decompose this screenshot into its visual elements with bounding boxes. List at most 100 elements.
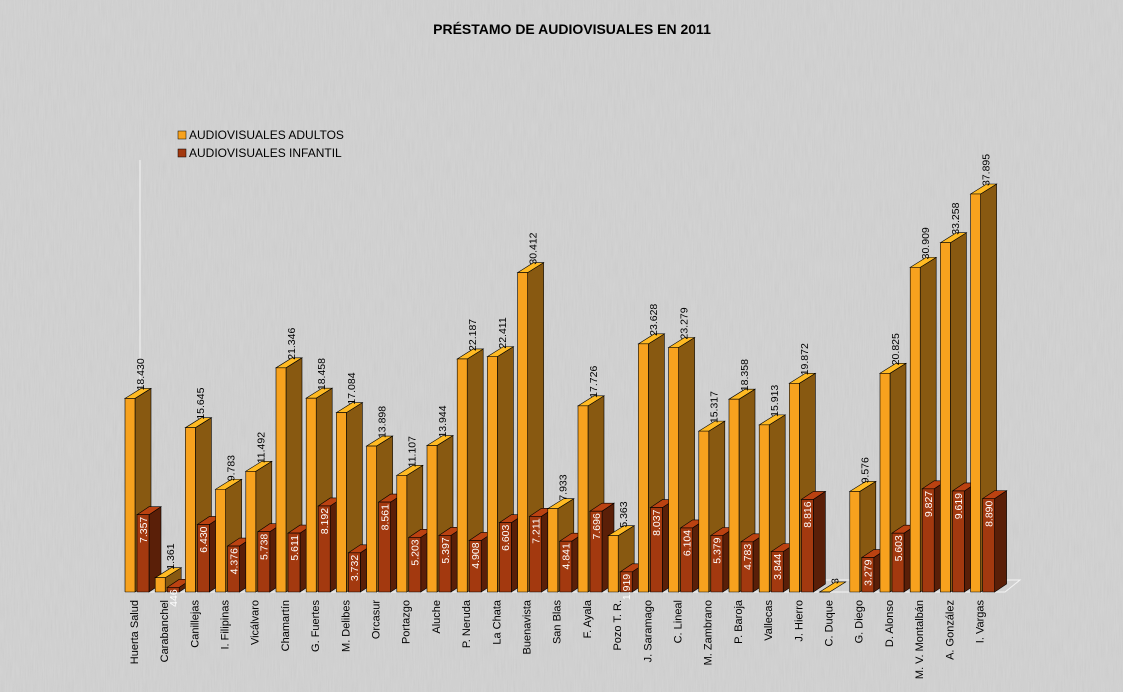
bar-front [728,398,740,593]
bar-front [940,242,951,593]
bar-front [559,540,573,593]
bar [516,262,545,593]
bar-front [849,491,861,593]
data-label: 15.317 [709,391,721,423]
x-tick-label: A. González [944,600,956,660]
bar [981,490,1008,593]
data-label: 6.603 [500,524,512,550]
x-tick-label: M. V. Montalbán [914,600,926,679]
bar [136,506,162,593]
data-label: 30.909 [920,227,932,259]
bar [335,402,364,593]
bar [456,348,485,593]
bar-front [529,515,542,593]
data-label: 15.913 [769,385,781,417]
data-label: 4.841 [561,543,573,569]
data-label: 7.696 [591,513,603,539]
data-label: 18.430 [135,358,147,390]
data-label: 3.732 [349,555,361,581]
bar-front [970,193,981,593]
data-label: 23.279 [678,307,690,339]
data-label: 5.611 [289,535,301,561]
bar-front [952,490,965,593]
data-label: 23.628 [648,304,660,336]
data-label: 4.908 [470,542,482,568]
data-label: 5.738 [259,534,271,560]
data-label: 11.107 [407,436,419,467]
data-label: 5.363 [618,501,630,527]
x-tick-label: I. Filipinas [220,600,232,650]
data-label: 8.561 [379,504,391,530]
legend-swatch [177,148,187,158]
bar-front [589,510,603,593]
data-label: 4.376 [228,548,240,574]
bar-front [166,587,180,593]
x-tick-label: San Blas [552,600,564,645]
data-label: 5.397 [440,537,452,563]
x-tick-label: D. Alonso [884,600,896,647]
x-tick-label: Vicálvaro [250,600,262,645]
data-label: 1.919 [621,574,633,600]
bar-front [227,545,240,593]
legend-label: AUDIOVISUALES ADULTOS [189,128,344,142]
bar-front [638,343,649,593]
data-label: 446 [168,589,180,607]
data-label: 8.816 [802,501,814,527]
bar-front [348,552,361,593]
bar-side [994,490,1007,593]
bar-front [607,535,619,593]
data-label: 7.357 [138,517,150,543]
x-tick-label: C. Duque [824,600,836,646]
bar-front [982,498,995,593]
x-tick-label: F. Ayala [582,599,594,638]
data-label: 11.492 [256,432,268,463]
bar-front [197,524,210,593]
x-tick-label: Orcasur [371,600,383,639]
x-tick-label: C. Lineal [673,600,685,643]
x-tick-label: J. Hierro [793,600,805,642]
bar-front [287,532,301,593]
x-tick-label: I. Vargas [975,600,987,644]
data-label: 30.412 [527,232,539,264]
data-label: 20.825 [890,333,902,365]
x-tick-label: M. Zambrano [703,600,715,665]
bar-front [426,445,438,593]
data-label: 8.037 [651,509,663,535]
data-label: 4.783 [742,544,754,570]
bar-front [789,382,800,593]
bar-front [396,475,408,593]
data-label: 9.827 [923,491,935,517]
data-label: 9.619 [953,493,965,519]
bar-front [710,535,724,593]
bar-front [698,430,710,593]
bar-front [185,427,196,593]
bar-front [275,367,287,593]
data-label: 7.211 [530,518,542,544]
data-label: 5.379 [712,537,724,563]
bar-front [336,412,347,593]
bar-front [758,424,770,593]
bar-front [257,531,271,593]
data-label: 5.603 [893,535,905,561]
x-tick-label: Canillejas [189,600,201,648]
bar-front [468,540,482,593]
data-label: 13.944 [437,405,449,437]
bar-front [909,267,921,593]
bar-front [680,527,693,593]
bar-front [517,272,528,593]
data-label: 6.104 [681,530,693,556]
data-label: 13.898 [376,406,388,438]
data-label: 1.361 [165,543,177,569]
data-label: 37.895 [980,154,992,186]
legend-label: AUDIOVISUALES INFANTIL [189,146,342,160]
data-label: 9.783 [225,455,237,481]
data-label: 18.358 [739,359,751,391]
x-tick-label: Huerta Salud [129,600,141,664]
x-tick-label: G. Fuertes [310,600,322,652]
bar [800,490,827,593]
data-label: 17.726 [588,366,600,398]
data-label: 17.084 [346,372,358,404]
bar-front [245,471,257,593]
x-tick-label: P. Baroja [733,599,745,644]
